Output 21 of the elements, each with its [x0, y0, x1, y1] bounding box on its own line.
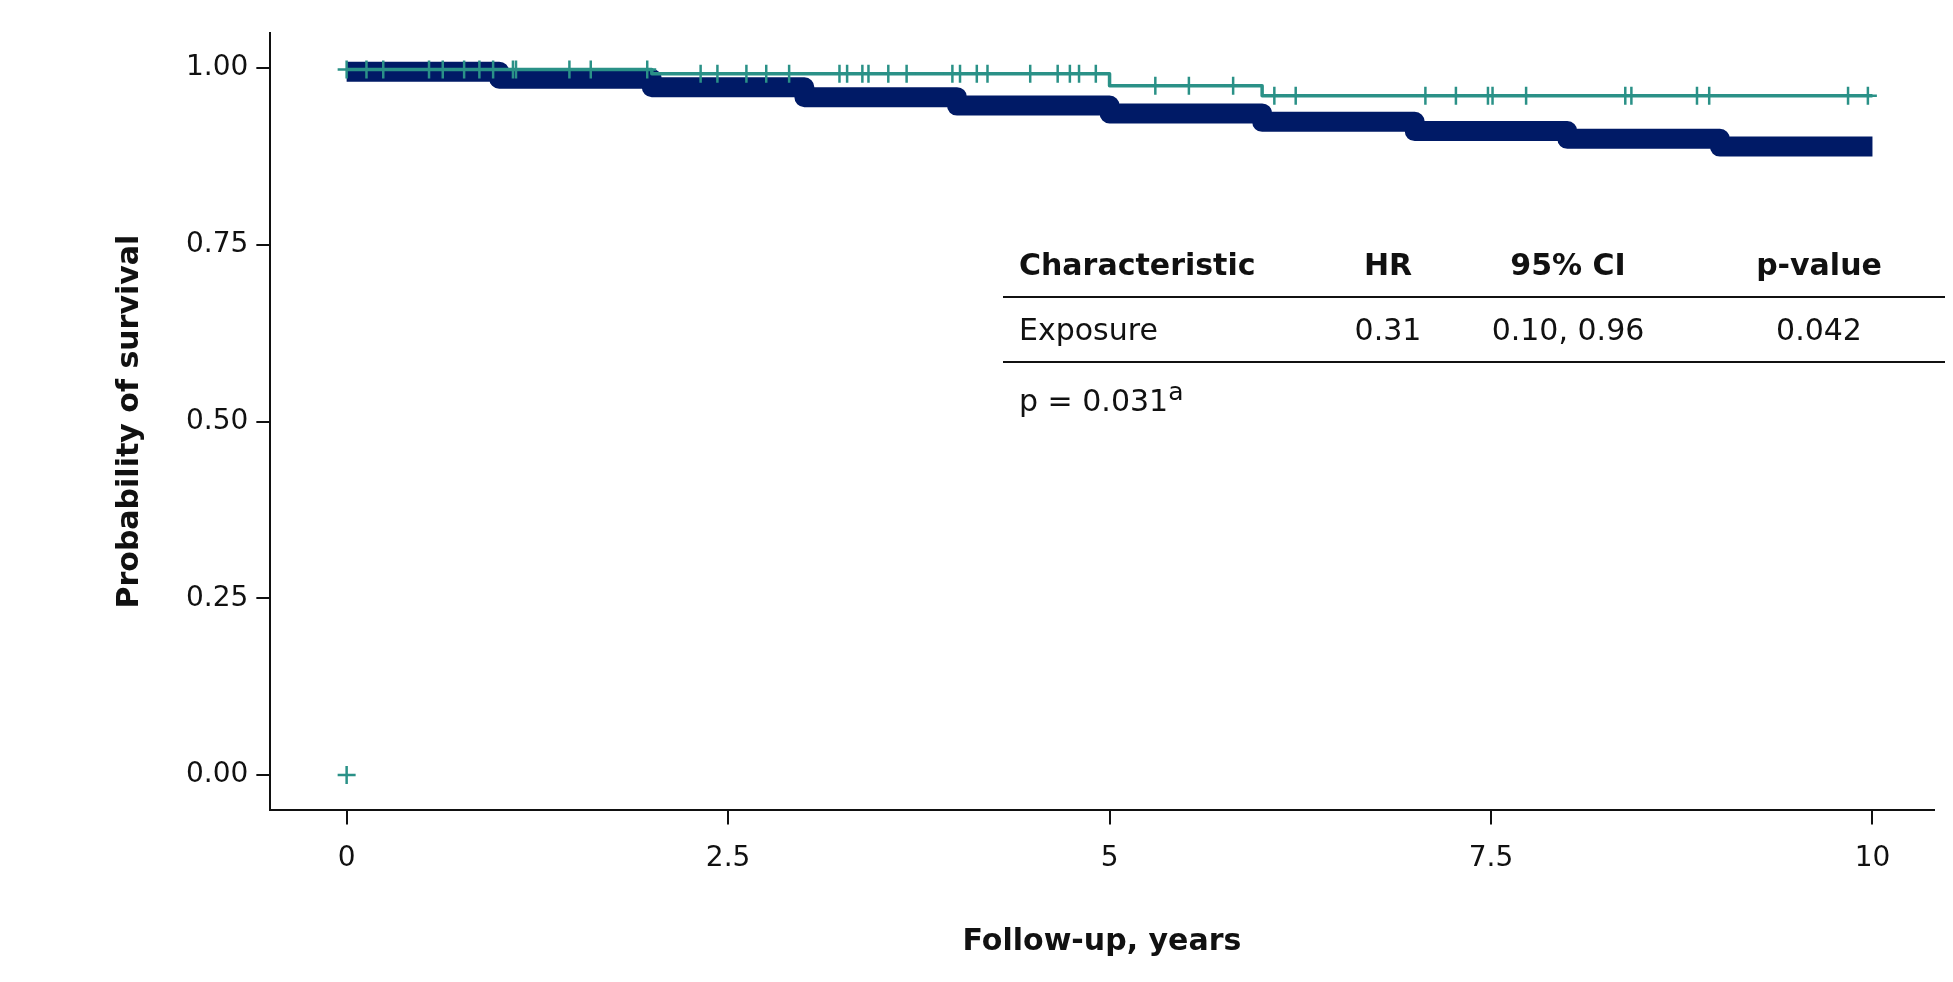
y-axis-title: Probability of survival: [109, 234, 145, 609]
x-tick-label: 2.5: [705, 840, 751, 874]
y-tick-label: 0.75: [186, 226, 249, 260]
y-tick-label: 1.00: [186, 49, 249, 83]
annotation: Exposure: [1018, 311, 1159, 349]
annotation: Characteristic: [1018, 246, 1257, 284]
x-tick-label: 10: [1854, 840, 1891, 874]
annotation: 0.10, 0.96: [1490, 311, 1646, 349]
y-tick-label: 0.00: [186, 756, 249, 790]
annotation: HR: [1362, 246, 1414, 284]
annotation: 95% CI: [1509, 246, 1627, 284]
y-tick-label: 0.50: [186, 402, 249, 436]
annotation: p-value: [1755, 246, 1883, 284]
annotation: p = 0.031$^{a}$: [1018, 376, 1185, 420]
x-tick-label: 0: [337, 840, 356, 874]
annotation: 0.042: [1775, 311, 1863, 349]
annotation: 0.31: [1353, 311, 1423, 349]
x-axis-title: Follow-up, years: [962, 921, 1242, 957]
x-tick-label: 7.5: [1468, 840, 1514, 874]
y-tick-label: 0.25: [186, 579, 249, 613]
x-tick-label: 5: [1100, 840, 1119, 874]
